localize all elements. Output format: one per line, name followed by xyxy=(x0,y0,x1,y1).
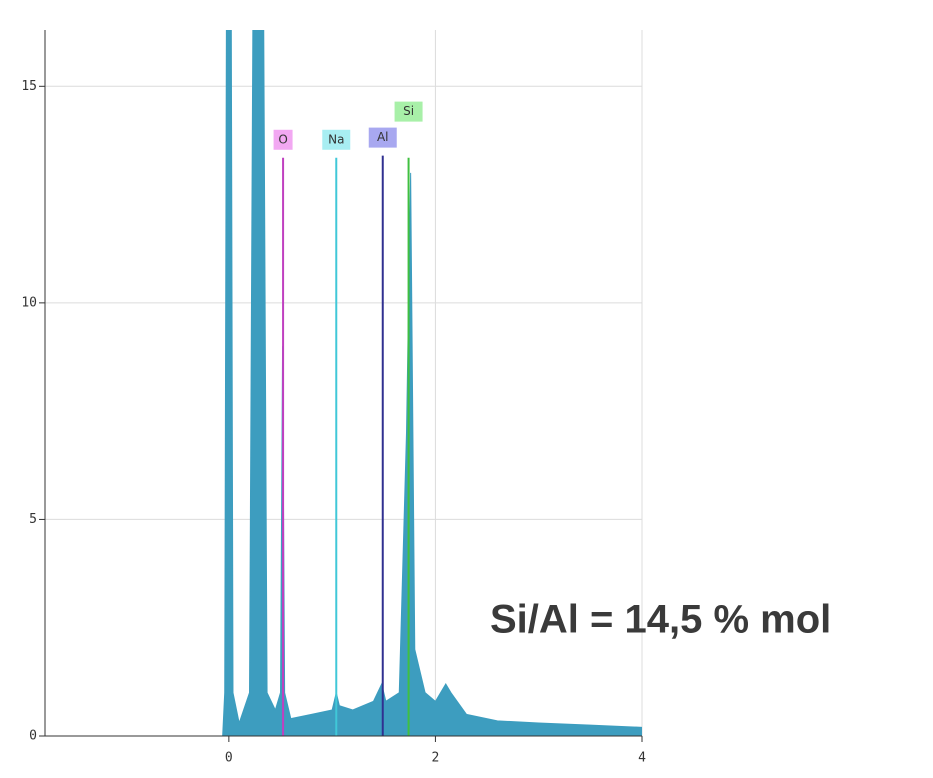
element-label-box xyxy=(368,127,397,148)
y-tick-label: 5 xyxy=(29,512,37,527)
x-tick-label: 4 xyxy=(638,751,646,766)
y-tick-label: 10 xyxy=(21,295,37,310)
element-label: Na xyxy=(328,132,344,146)
spectrum xyxy=(222,30,642,737)
element-label-box xyxy=(322,129,351,150)
element-label-box xyxy=(273,129,293,150)
element-label: O xyxy=(278,132,287,146)
y-tick-label: 0 xyxy=(29,729,37,744)
x-tick-label: 2 xyxy=(432,751,440,766)
element-label-box xyxy=(394,101,423,122)
annotation: Si/Al = 14,5 % mol xyxy=(490,598,831,642)
x-tick-label: 0 xyxy=(225,751,233,766)
y-tick-label: 15 xyxy=(21,79,37,94)
element-label: Al xyxy=(377,130,389,144)
element-label: Si xyxy=(403,104,414,118)
